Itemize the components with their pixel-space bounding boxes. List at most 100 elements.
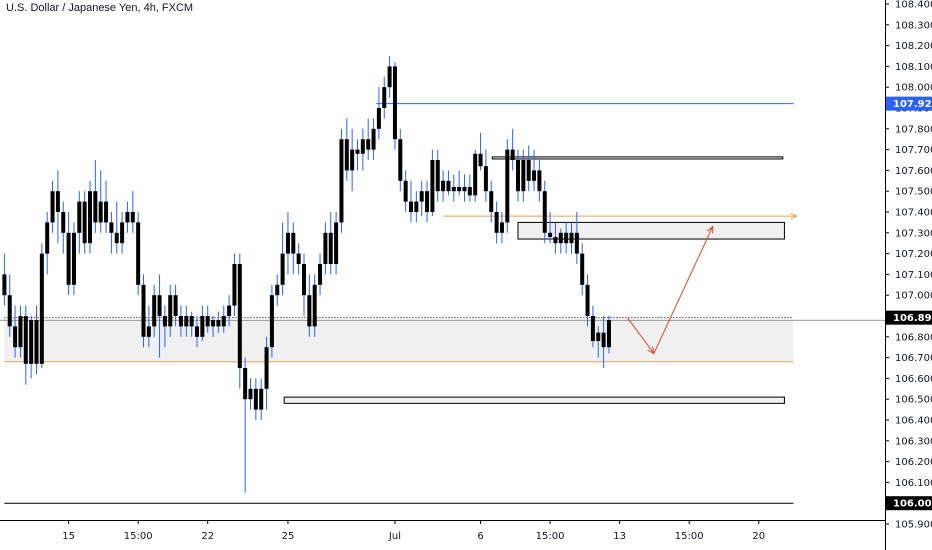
candle-body[interactable] (580, 253, 585, 285)
candle-body[interactable] (558, 232, 563, 244)
candle-body[interactable] (382, 87, 387, 108)
candle-body[interactable] (542, 191, 547, 233)
candle-body[interactable] (18, 316, 23, 348)
candle-body[interactable] (221, 316, 226, 327)
candle-body[interactable] (483, 166, 488, 192)
candle-body[interactable] (510, 149, 515, 160)
candle-body[interactable] (275, 284, 280, 296)
candle-body[interactable] (328, 232, 333, 264)
candle-body[interactable] (516, 160, 520, 192)
candle-body[interactable] (430, 160, 435, 212)
candle-body[interactable] (61, 212, 66, 233)
candle-body[interactable] (71, 232, 76, 285)
candle-body[interactable] (237, 264, 242, 368)
candle-body[interactable] (478, 153, 483, 167)
candle-body[interactable] (553, 236, 558, 244)
candle-body[interactable] (29, 320, 34, 364)
candle-body[interactable] (366, 139, 371, 150)
candle-body[interactable] (227, 305, 232, 316)
candle-body[interactable] (473, 153, 478, 196)
candle-body[interactable] (253, 388, 258, 410)
candle-body[interactable] (291, 232, 296, 254)
candle-body[interactable] (494, 212, 499, 233)
candle-body[interactable] (146, 326, 151, 337)
candle-body[interactable] (462, 187, 467, 192)
candle-body[interactable] (232, 264, 237, 306)
candle-body[interactable] (505, 149, 510, 223)
candle-body[interactable] (285, 232, 290, 254)
candle-body[interactable] (120, 222, 125, 244)
candle-body[interactable] (569, 232, 574, 244)
candle-body[interactable] (360, 139, 365, 154)
zone-rect-1[interactable] (491, 156, 784, 160)
candle-body[interactable] (371, 128, 376, 150)
candle-body[interactable] (548, 232, 553, 237)
candle-body[interactable] (414, 201, 419, 212)
candle-body[interactable] (130, 212, 135, 223)
candle-body[interactable] (323, 232, 328, 264)
candle-body[interactable] (302, 264, 306, 296)
candle-body[interactable] (152, 295, 157, 327)
candle-body[interactable] (596, 332, 601, 341)
candle-body[interactable] (441, 180, 446, 192)
candle-body[interactable] (13, 326, 18, 348)
candle-body[interactable] (248, 388, 253, 400)
candle-body[interactable] (55, 191, 60, 212)
candle-body[interactable] (189, 316, 194, 327)
candle-body[interactable] (435, 160, 440, 192)
candle-body[interactable] (216, 320, 221, 327)
candle-body[interactable] (307, 295, 312, 327)
candle-body[interactable] (173, 295, 178, 316)
zone-rect-3[interactable] (283, 396, 785, 404)
candle-body[interactable] (532, 170, 537, 181)
candle-body[interactable] (499, 222, 504, 233)
candle-body[interactable] (574, 232, 579, 254)
candle-body[interactable] (350, 149, 355, 171)
candle-body[interactable] (526, 160, 531, 181)
candle-body[interactable] (318, 264, 323, 285)
candle-body[interactable] (259, 388, 264, 410)
candle-body[interactable] (98, 201, 103, 223)
candle-body[interactable] (451, 187, 456, 192)
candle-body[interactable] (195, 326, 199, 337)
candle-body[interactable] (39, 253, 44, 364)
candle-body[interactable] (200, 316, 205, 337)
candle-body[interactable] (157, 295, 162, 316)
candle-body[interactable] (344, 139, 349, 171)
candle-body[interactable] (264, 347, 269, 389)
candle-body[interactable] (537, 170, 542, 192)
candle-body[interactable] (2, 274, 7, 296)
zone-rect-2[interactable] (517, 221, 785, 240)
candle-body[interactable] (162, 316, 167, 327)
candle-body[interactable] (409, 201, 413, 212)
candle-body[interactable] (339, 139, 344, 223)
candle-body[interactable] (564, 232, 569, 244)
candle-body[interactable] (467, 187, 472, 196)
candle-body[interactable] (269, 295, 274, 348)
candle-body[interactable] (376, 108, 381, 129)
candle-body[interactable] (280, 253, 285, 285)
candle-body[interactable] (457, 187, 462, 192)
candle-body[interactable] (521, 160, 526, 192)
candle-body[interactable] (205, 316, 210, 327)
candle-body[interactable] (114, 232, 119, 244)
candle-body[interactable] (585, 284, 590, 316)
candle-body[interactable] (82, 201, 87, 244)
candle-body[interactable] (425, 191, 430, 212)
candle-body[interactable] (590, 316, 595, 341)
zone-rect-0[interactable] (4, 320, 793, 362)
candle-body[interactable] (45, 222, 50, 254)
candle-body[interactable] (211, 320, 216, 327)
candle-body[interactable] (355, 149, 360, 154)
candle-body[interactable] (7, 295, 12, 327)
candle-body[interactable] (392, 66, 397, 140)
candle-body[interactable] (50, 191, 55, 223)
candle-body[interactable] (419, 191, 424, 202)
candle-body[interactable] (66, 232, 71, 285)
candle-body[interactable] (88, 191, 92, 244)
candle-body[interactable] (601, 332, 606, 348)
candle-body[interactable] (136, 222, 141, 285)
candle-body[interactable] (312, 284, 317, 327)
candle-body[interactable] (606, 320, 611, 348)
